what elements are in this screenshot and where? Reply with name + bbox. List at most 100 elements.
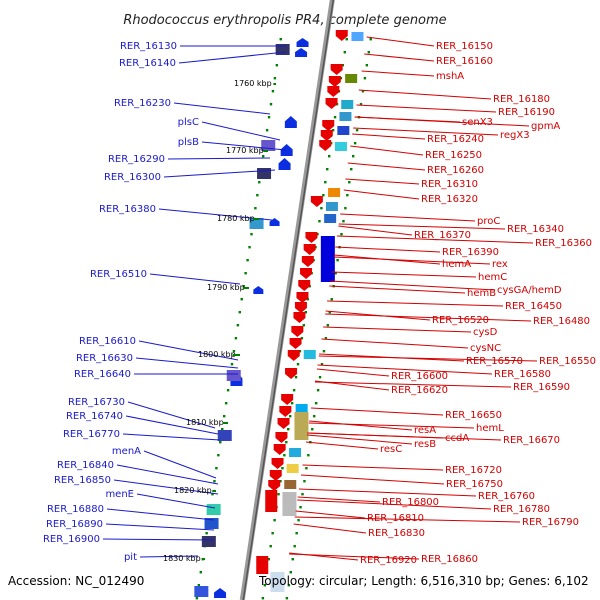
right-gene-label: ccdA	[445, 433, 469, 444]
leader-line	[354, 116, 530, 127]
leader-line	[295, 510, 366, 519]
leader-line	[307, 432, 444, 439]
tick-dot	[267, 558, 270, 561]
gene-arrow-reverse	[298, 280, 311, 291]
right-gene-label: resB	[414, 439, 436, 450]
tick-dot	[311, 428, 314, 431]
gene-product-box	[351, 32, 364, 41]
left-gene-label: RER_16740	[66, 411, 123, 422]
tick-dot	[224, 402, 228, 405]
right-gene-label: gpmA	[531, 121, 560, 132]
leader-line	[105, 523, 215, 531]
gene-product-box	[261, 140, 276, 151]
tick-dot	[279, 480, 282, 483]
tick-dot	[285, 441, 288, 444]
right-gene-label: proC	[477, 216, 500, 227]
tick-dot	[289, 571, 292, 574]
right-gene-label: RER_16720	[445, 465, 502, 476]
right-gene-label: RER_16800	[382, 497, 439, 508]
leader-line	[136, 493, 216, 509]
right-gene-label: resC	[380, 444, 402, 455]
right-gene-label: hemC	[478, 272, 507, 283]
kbp-marker: 1800 kbp	[198, 350, 236, 359]
leader-line	[143, 450, 217, 479]
leader-line	[316, 368, 390, 377]
tick-dot	[369, 38, 372, 41]
tick-dot	[269, 545, 272, 548]
right-gene-label: cysD	[473, 327, 498, 338]
left-gene-label: RER_16890	[46, 519, 103, 530]
tick-dot	[320, 207, 323, 210]
tick-dot	[283, 454, 286, 457]
leader-line	[317, 364, 493, 375]
tick-dot	[238, 311, 241, 314]
right-gene-label: RER_16580	[494, 369, 551, 380]
gene-product-box	[324, 214, 337, 223]
leader-line	[138, 340, 239, 361]
tick-dot	[294, 376, 298, 379]
gene-product-box	[206, 504, 221, 515]
leader-line	[336, 235, 534, 244]
right-gene-label: regX3	[500, 130, 530, 141]
gene-arrow-reverse	[268, 480, 281, 491]
tick-dot	[353, 142, 357, 145]
right-gene-label: RER_16570	[466, 356, 523, 367]
gene-product-box	[284, 480, 297, 489]
topology-text: Topology: circular; Length: 6,516,310 bp…	[258, 574, 589, 588]
leader-line	[331, 271, 477, 278]
leader-line	[201, 121, 281, 141]
tick-dot	[305, 467, 308, 470]
left-gene-label: RER_16900	[43, 534, 100, 545]
tick-dot	[295, 532, 298, 535]
tick-dot	[344, 207, 347, 210]
tick-dot	[324, 181, 327, 184]
tick-dot	[314, 402, 318, 405]
tick-dot	[292, 389, 296, 392]
tick-dot	[262, 155, 265, 158]
gene-product-box	[201, 536, 216, 547]
tick-dot	[339, 77, 343, 80]
tick-dot	[326, 168, 329, 171]
accession-text: Accession: NC_012490	[8, 574, 144, 588]
right-gene-label: RER_16390	[442, 247, 499, 258]
gene-arrow-reverse	[325, 98, 338, 109]
leader-line	[201, 141, 287, 151]
gene-arrow-reverse	[310, 196, 323, 207]
tick-dot	[263, 584, 267, 587]
tick-dot	[205, 532, 208, 535]
tick-dot	[254, 207, 257, 210]
gene-arrow-reverse	[327, 86, 340, 97]
leader-line	[306, 434, 413, 445]
genome-axis	[239, 0, 335, 600]
gene-arrow-reverse	[305, 232, 318, 243]
leader-line	[333, 256, 491, 265]
tick-dot	[248, 246, 251, 249]
leader-line	[297, 499, 492, 510]
tick-dot	[271, 90, 275, 93]
right-gene-label: RER_16160	[436, 56, 493, 67]
leader-line	[329, 285, 466, 294]
leader-line	[330, 280, 496, 291]
leader-line	[345, 178, 420, 185]
leader-line	[308, 422, 475, 429]
tick-dot	[304, 311, 307, 314]
gene-arrow-forward	[278, 158, 291, 170]
gene-product-box	[303, 350, 316, 359]
left-gene-label: RER_16290	[108, 154, 165, 165]
gene-product-box	[339, 112, 352, 121]
leader-line	[364, 53, 435, 62]
gene-product-box	[325, 202, 338, 211]
right-gene-label: RER_16190	[498, 107, 555, 118]
tick-dot	[250, 233, 253, 236]
gene-arrow-reverse	[271, 458, 284, 469]
tick-dot	[223, 415, 226, 418]
tick-dot	[275, 64, 279, 67]
leader-line	[149, 273, 241, 285]
gene-features	[194, 30, 364, 598]
tick-dot	[240, 298, 243, 301]
right-gene-label: mshA	[436, 71, 464, 82]
gene-product-box	[275, 44, 290, 55]
tick-dot	[244, 272, 247, 275]
left-gene-label: RER_16140	[119, 58, 176, 69]
label-leader-lines	[102, 36, 538, 561]
